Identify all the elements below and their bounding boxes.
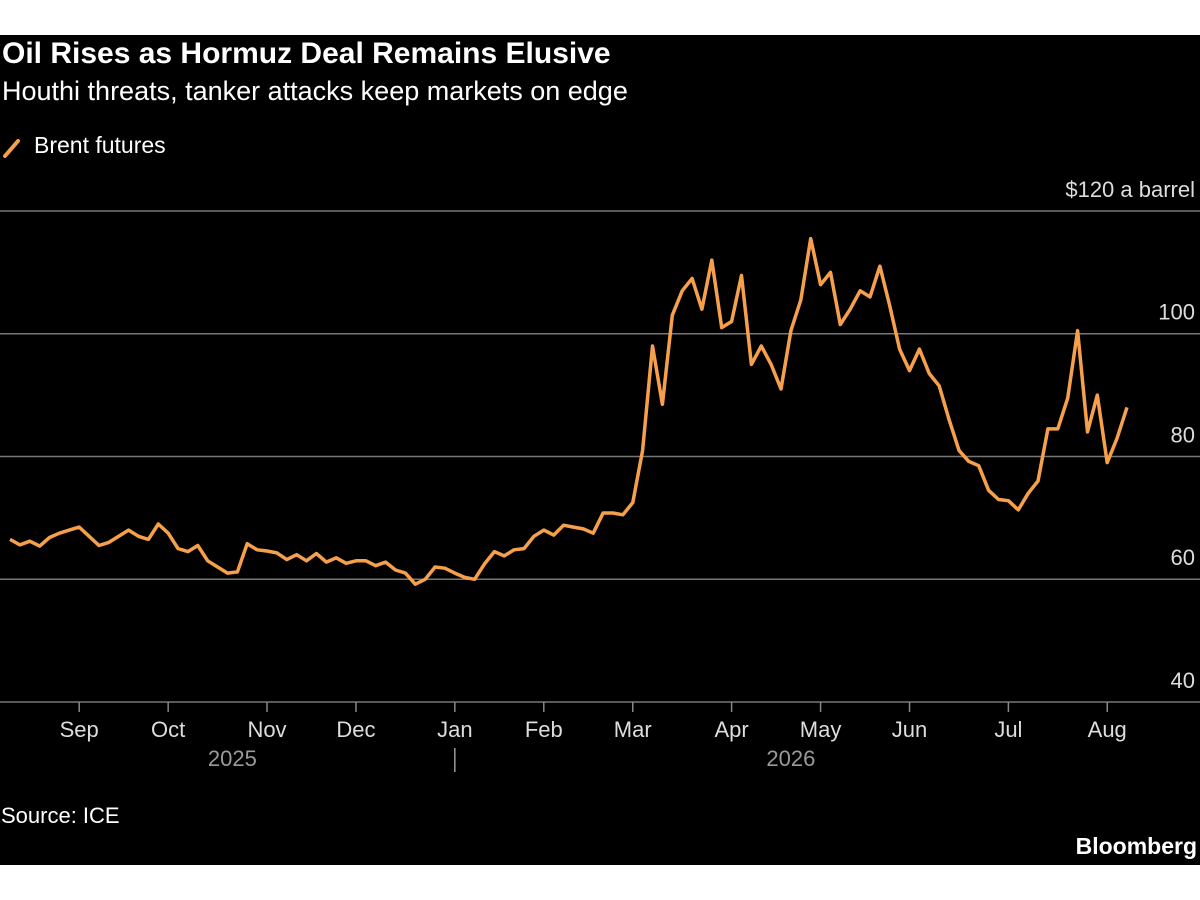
x-tick-label: Nov — [247, 717, 286, 742]
legend-icon — [3, 139, 20, 158]
price-line — [9, 236, 1129, 586]
source: Source: ICE — [1, 803, 120, 828]
year-label: 2025 — [208, 746, 257, 771]
y-tick-label: 40 — [1171, 668, 1195, 693]
x-tick-label: Jan — [437, 717, 472, 742]
x-tick-label: Oct — [151, 717, 185, 742]
x-tick-label: Mar — [614, 717, 652, 742]
x-tick-label: May — [800, 717, 842, 742]
brand: Bloomberg — [1076, 833, 1197, 859]
background — [0, 35, 1200, 865]
y-tick-label: 80 — [1171, 422, 1195, 447]
legend-label: Brent futures — [34, 132, 166, 158]
x-tick-label: Sep — [60, 717, 99, 742]
y-tick-label: $120 a barrel — [1065, 177, 1195, 202]
x-tick-label: Jul — [994, 717, 1022, 742]
x-tick-label: Apr — [714, 717, 748, 742]
x-tick-label: Aug — [1088, 717, 1127, 742]
year-label: 2026 — [766, 746, 815, 771]
chart-title: Oil Rises as Hormuz Deal Remains Elusive — [2, 37, 611, 70]
x-tick-label: Dec — [336, 717, 375, 742]
y-tick-label: 60 — [1171, 545, 1195, 570]
x-tick-label: Feb — [525, 717, 563, 742]
chart-subtitle: Houthi threats, tanker attacks keep mark… — [2, 76, 628, 106]
y-tick-label: 100 — [1158, 300, 1195, 325]
x-tick-label: Jun — [892, 717, 927, 742]
